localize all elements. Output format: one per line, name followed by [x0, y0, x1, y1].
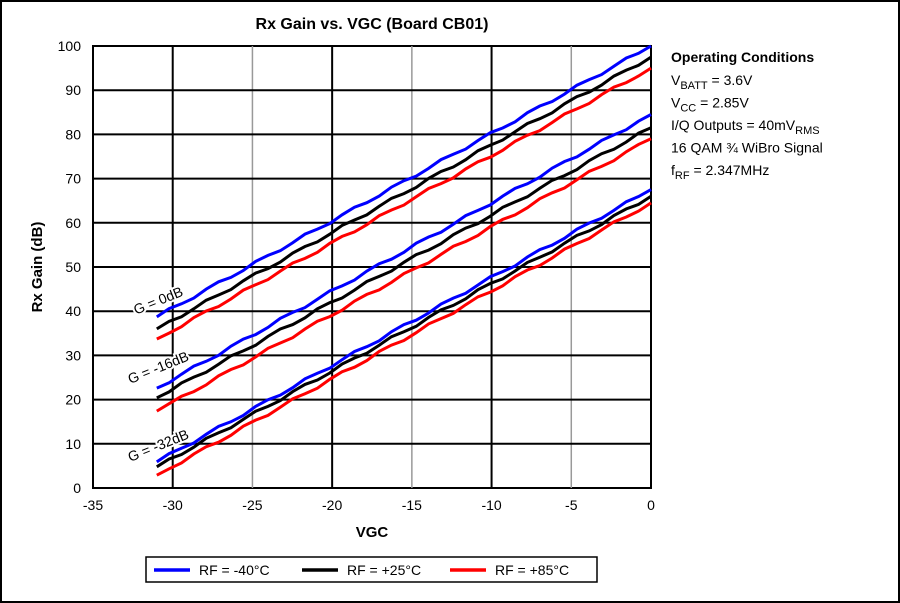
- condition-line: fRF = 2.347MHz: [671, 162, 769, 182]
- y-tick-label: 40: [65, 303, 81, 319]
- series-line: [156, 126, 652, 400]
- y-tick-label: 80: [65, 126, 81, 142]
- y-tick-label: 20: [65, 392, 81, 408]
- series-line: [156, 113, 652, 390]
- y-tick-label: 30: [65, 347, 81, 363]
- legend-label: RF = -40°C: [199, 562, 270, 578]
- y-tick-label: 0: [73, 480, 81, 496]
- y-tick-label: 50: [65, 259, 81, 275]
- series-lines: [155, 44, 652, 477]
- condition-line: 16 QAM ¾ WiBro Signal: [671, 140, 823, 156]
- tick-labels: -35 -30 -25 -20 -15 -10 -5 0 0 10 20 30 40 50 60 70 80 90…: [58, 38, 655, 513]
- series-line: [155, 195, 652, 469]
- series-line: [155, 188, 652, 464]
- y-tick-label: 90: [65, 82, 81, 98]
- conditions-heading: Operating Conditions: [671, 49, 814, 65]
- x-tick-label: -5: [565, 497, 578, 513]
- y-tick-label: 10: [65, 436, 81, 452]
- series-line: [156, 137, 652, 413]
- operating-conditions: Operating Conditions VBATT = 3.6V VCC = 2.…: [671, 49, 823, 182]
- condition-line: I/Q Outputs = 40mVRMS: [671, 117, 820, 137]
- y-tick-label: 70: [65, 171, 81, 187]
- series-line: [156, 55, 652, 331]
- x-tick-label: -25: [242, 497, 262, 513]
- x-tick-label: -20: [322, 497, 342, 513]
- series-line: [156, 66, 652, 341]
- x-tick-label: -35: [83, 497, 103, 513]
- legend-label: RF = +85°C: [495, 562, 569, 578]
- y-tick-label: 60: [65, 215, 81, 231]
- legend: RF = -40°C RF = +25°C RF = +85°C: [145, 556, 598, 583]
- series-line: [155, 44, 652, 319]
- condition-line: VBATT = 3.6V: [671, 72, 753, 92]
- x-tick-label: -30: [163, 497, 183, 513]
- x-tick-label: -10: [481, 497, 501, 513]
- series-line: [156, 201, 652, 477]
- y-axis-label: Rx Gain (dB): [29, 222, 46, 313]
- legend-label: RF = +25°C: [347, 562, 421, 578]
- condition-line: VCC = 2.85V: [671, 95, 749, 115]
- chart-title: Rx Gain vs. VGC (Board CB01): [256, 16, 489, 33]
- x-tick-label: -15: [402, 497, 422, 513]
- y-tick-label: 100: [58, 38, 82, 54]
- x-axis-label: VGC: [356, 524, 389, 541]
- x-tick-label: 0: [647, 497, 655, 513]
- legend-box: [145, 556, 598, 583]
